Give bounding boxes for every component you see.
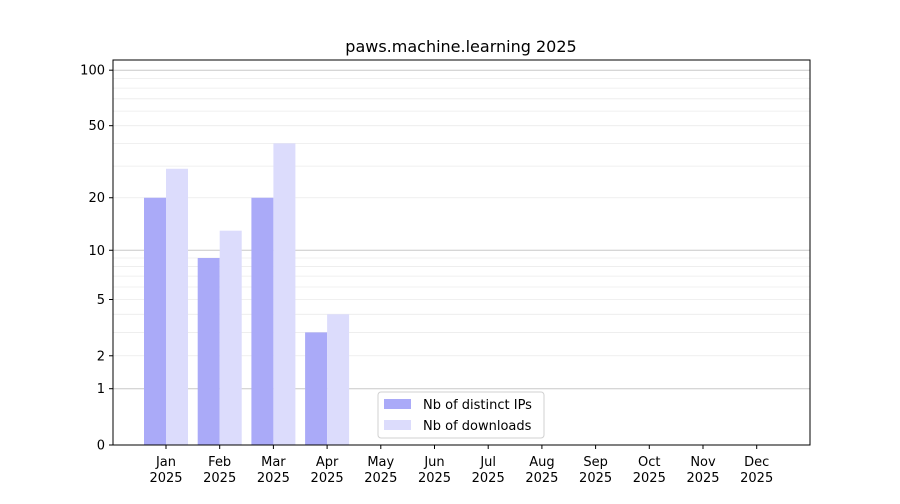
x-tick-label: Feb 2025 [203, 455, 236, 486]
y-tick-label: 100 [80, 64, 105, 79]
x-tick-label: Aug 2025 [525, 455, 558, 486]
x-axis: Jan 2025 Feb 2025 Mar 2025 Apr 2025 May 2025 Jun 20… [149, 445, 773, 486]
legend-swatch [384, 399, 411, 409]
bar-downloads [166, 168, 188, 445]
bar-downloads [273, 143, 296, 445]
x-tick-label: Mar 2025 [257, 455, 290, 486]
x-tick-label: Jun 2025 [418, 455, 451, 486]
legend-label: Nb of distinct IPs [423, 398, 532, 413]
legend-swatch [384, 420, 411, 430]
bar-distinct-ips [251, 197, 274, 445]
x-tick-label: Oct 2025 [633, 455, 666, 486]
y-axis: 0 1 2 5 10 20 50 100 [80, 64, 113, 454]
y-tick-label: 1 [97, 382, 105, 397]
bars [144, 143, 350, 445]
y-tick-label: 5 [97, 293, 105, 308]
legend: Nb of distinct IPs Nb of downloads [377, 391, 545, 439]
bar-downloads [327, 314, 350, 445]
plot-frame [112, 59, 811, 446]
bar-downloads [219, 230, 242, 445]
y-tick-label: 10 [88, 244, 105, 259]
x-tick-label: May 2025 [364, 455, 397, 486]
x-tick-label: Jul 2025 [472, 455, 505, 486]
x-tick-label: Jan 2025 [149, 455, 182, 486]
chart-title: paws.machine.learning 2025 [345, 37, 576, 56]
y-tick-label: 50 [88, 119, 105, 134]
y-tick-label: 2 [97, 349, 105, 364]
bar-distinct-ips [305, 332, 328, 445]
y-tick-label: 0 [97, 439, 105, 454]
y-tick-label: 20 [88, 191, 105, 206]
x-tick-label: Apr 2025 [311, 455, 344, 486]
x-tick-label: Dec 2025 [740, 455, 773, 486]
legend-label: Nb of downloads [423, 419, 532, 434]
legend-box [377, 391, 545, 439]
bar-distinct-ips [144, 197, 166, 445]
x-tick-label: Sep 2025 [579, 455, 612, 486]
bar-distinct-ips [197, 258, 220, 445]
x-tick-label: Nov 2025 [686, 455, 719, 486]
